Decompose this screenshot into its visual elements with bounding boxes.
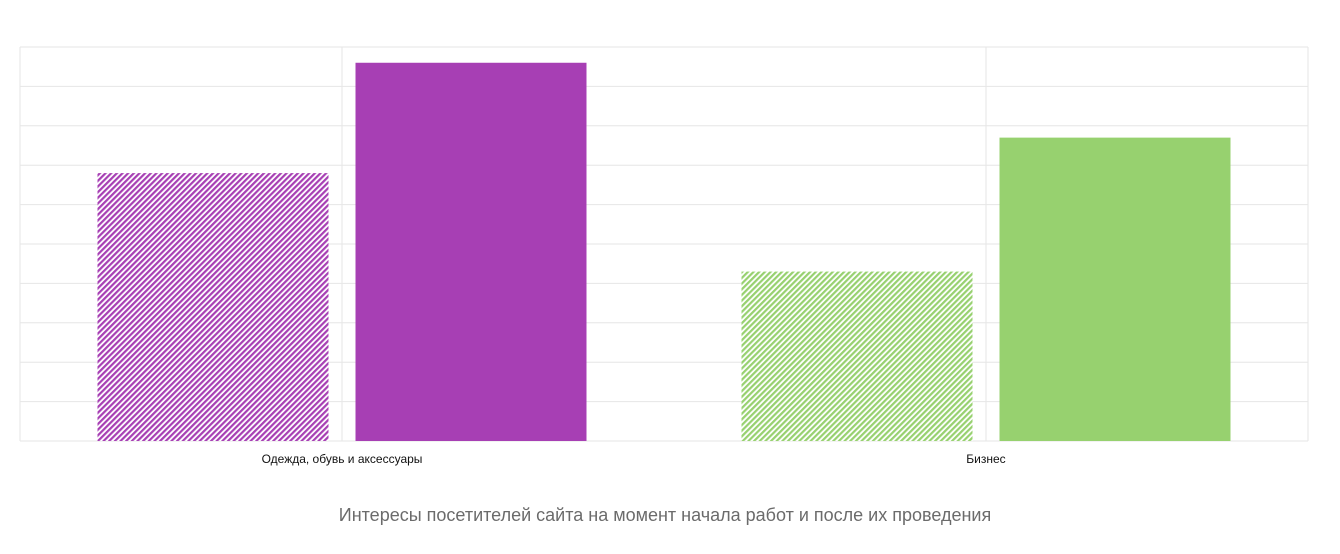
bar — [999, 137, 1231, 441]
bar — [97, 173, 329, 441]
x-tick-label: Одежда, обувь и аксессуары — [262, 452, 423, 466]
bar — [355, 62, 587, 441]
x-tick-label: Бизнес — [966, 452, 1005, 466]
chart-caption: Интересы посетителей сайта на момент нач… — [339, 505, 991, 525]
bar — [741, 271, 973, 441]
